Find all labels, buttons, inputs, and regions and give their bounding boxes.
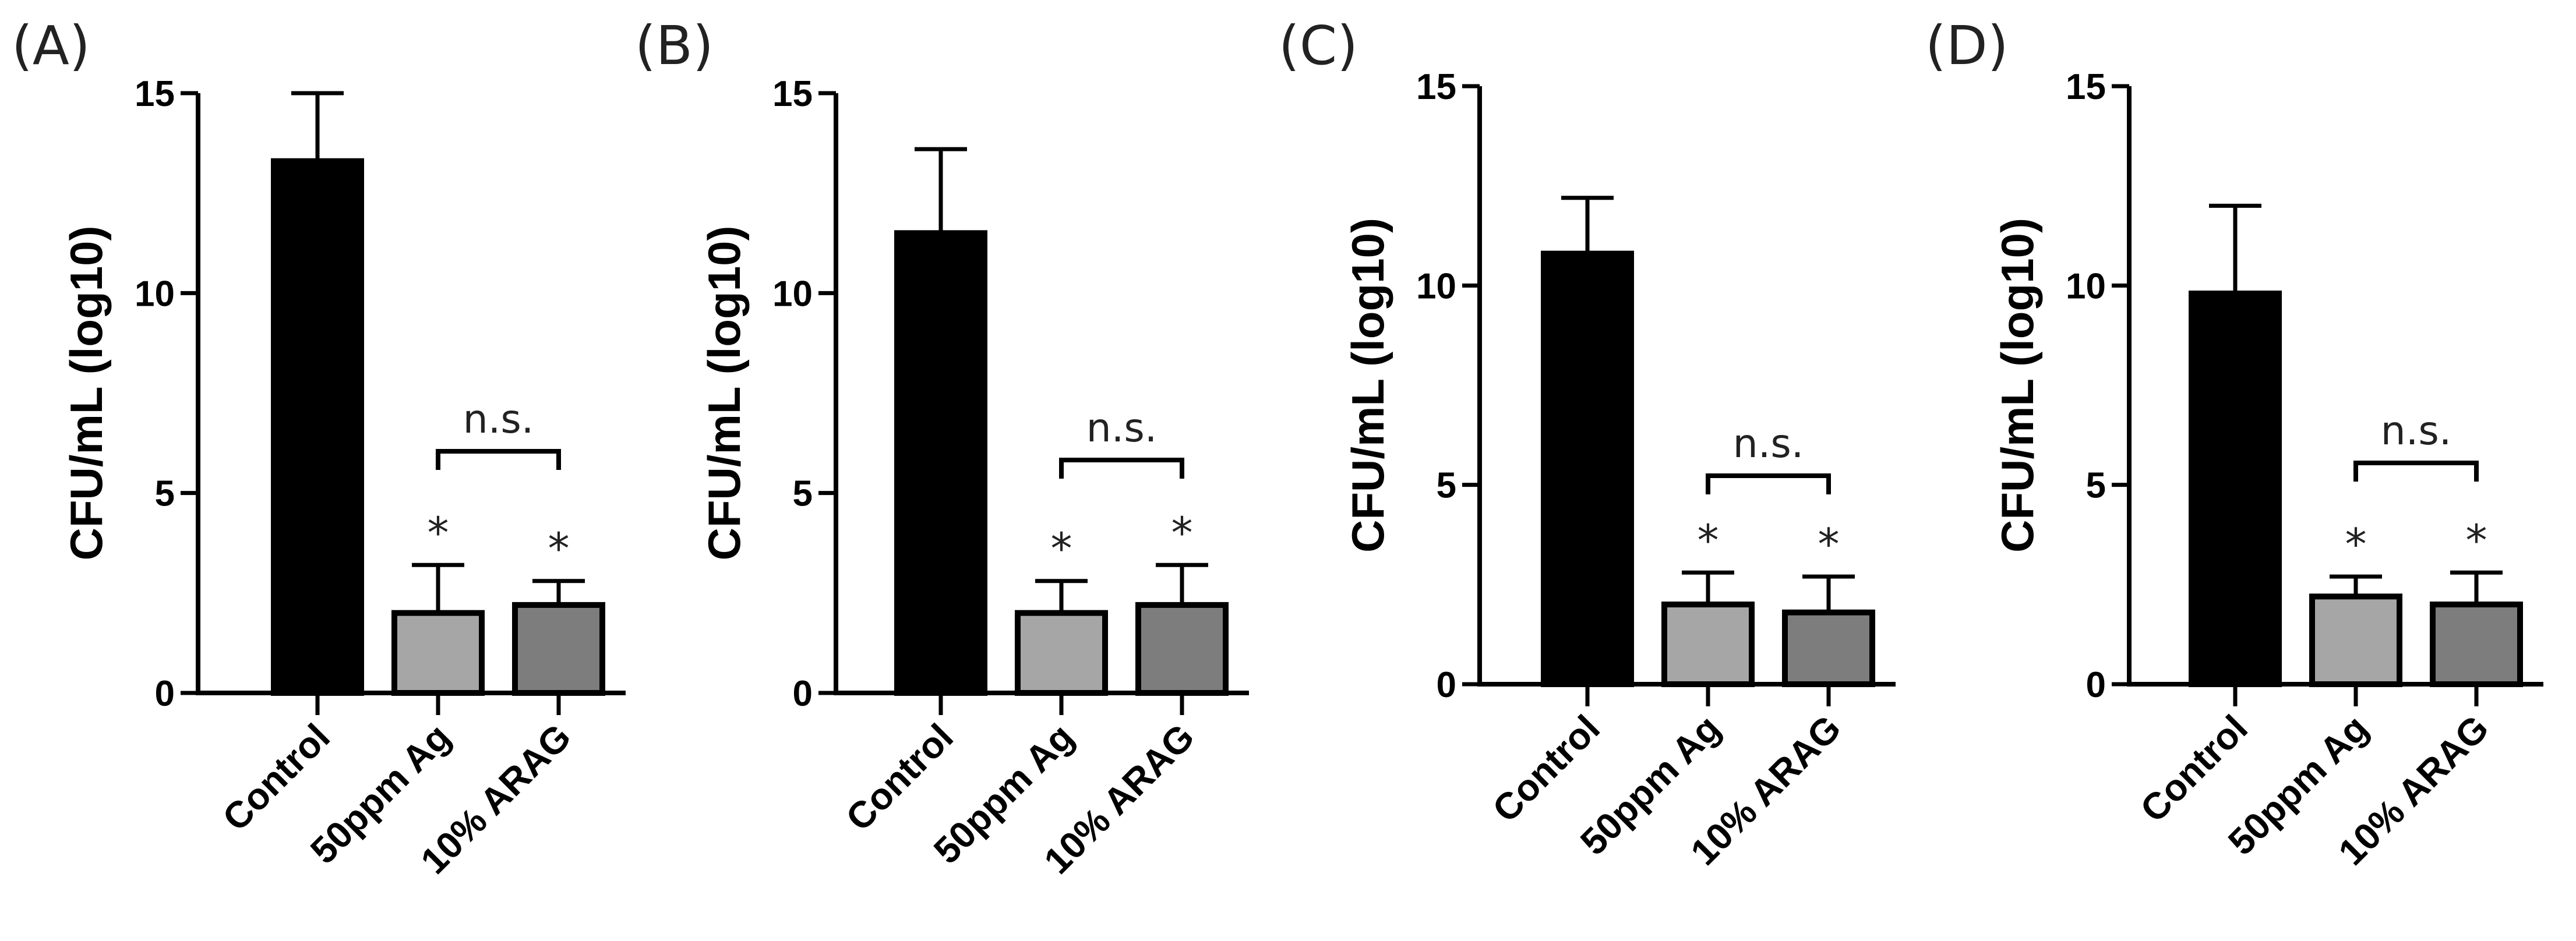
significance-label: n.s. bbox=[1733, 421, 1804, 467]
significance-label: n.s. bbox=[1086, 405, 1158, 451]
y-tick-label: 10 bbox=[135, 274, 175, 314]
bar bbox=[1135, 602, 1229, 696]
y-tick-label: 0 bbox=[793, 674, 813, 714]
significance-bracket bbox=[2353, 461, 2479, 482]
bar bbox=[1015, 610, 1108, 696]
significance-star: * bbox=[2345, 519, 2367, 569]
bar bbox=[1782, 609, 1875, 688]
y-tick-label: 5 bbox=[1437, 466, 1456, 506]
y-axis-label: CFU/mL (log10) bbox=[698, 226, 750, 561]
y-tick-label: 15 bbox=[2066, 67, 2106, 107]
panel-label: (B) bbox=[635, 15, 714, 77]
significance-bracket bbox=[1059, 458, 1184, 479]
significance-label: n.s. bbox=[463, 397, 534, 443]
y-tick-label: 15 bbox=[135, 74, 175, 114]
significance-star: * bbox=[1818, 519, 1840, 569]
bar bbox=[2189, 291, 2282, 687]
significance-bracket bbox=[1706, 473, 1831, 494]
y-axis-label: CFU/mL (log10) bbox=[1342, 218, 1393, 553]
y-tick-label: 15 bbox=[1416, 67, 1456, 107]
bar bbox=[391, 610, 485, 696]
significance-star: * bbox=[1698, 515, 1719, 565]
significance-star: * bbox=[1051, 524, 1072, 574]
panel-label: (D) bbox=[1925, 15, 2009, 77]
y-tick-label: 5 bbox=[155, 474, 175, 514]
significance-star: * bbox=[2466, 515, 2487, 565]
bar bbox=[512, 602, 605, 696]
category-label: Control bbox=[838, 716, 961, 839]
category-label: Control bbox=[214, 716, 338, 839]
y-tick-label: 5 bbox=[2086, 466, 2106, 506]
y-tick-label: 10 bbox=[1416, 266, 1456, 306]
bar bbox=[894, 230, 987, 696]
significance-label: n.s. bbox=[2381, 408, 2452, 454]
significance-bracket bbox=[436, 449, 561, 470]
y-tick-label: 5 bbox=[793, 474, 813, 514]
y-tick-label: 0 bbox=[2086, 665, 2106, 705]
significance-star: * bbox=[1171, 508, 1193, 558]
y-tick-label: 0 bbox=[1437, 665, 1456, 705]
y-axis-label: CFU/mL (log10) bbox=[61, 226, 112, 561]
category-label: Control bbox=[1484, 707, 1608, 830]
bar bbox=[2309, 593, 2402, 687]
significance-star: * bbox=[428, 508, 449, 558]
panel-label: (A) bbox=[12, 15, 90, 77]
y-tick-label: 10 bbox=[2066, 266, 2106, 306]
y-tick-label: 10 bbox=[772, 274, 813, 314]
bar bbox=[2430, 602, 2523, 687]
bar bbox=[1661, 602, 1755, 687]
category-label: Control bbox=[2132, 707, 2256, 830]
panel-label: (C) bbox=[1279, 15, 1358, 77]
bar bbox=[1541, 250, 1634, 687]
significance-star: * bbox=[548, 524, 570, 574]
y-tick-label: 0 bbox=[155, 674, 175, 714]
bar bbox=[271, 158, 364, 696]
y-axis-label: CFU/mL (log10) bbox=[1992, 218, 2043, 553]
y-tick-label: 15 bbox=[772, 74, 813, 114]
